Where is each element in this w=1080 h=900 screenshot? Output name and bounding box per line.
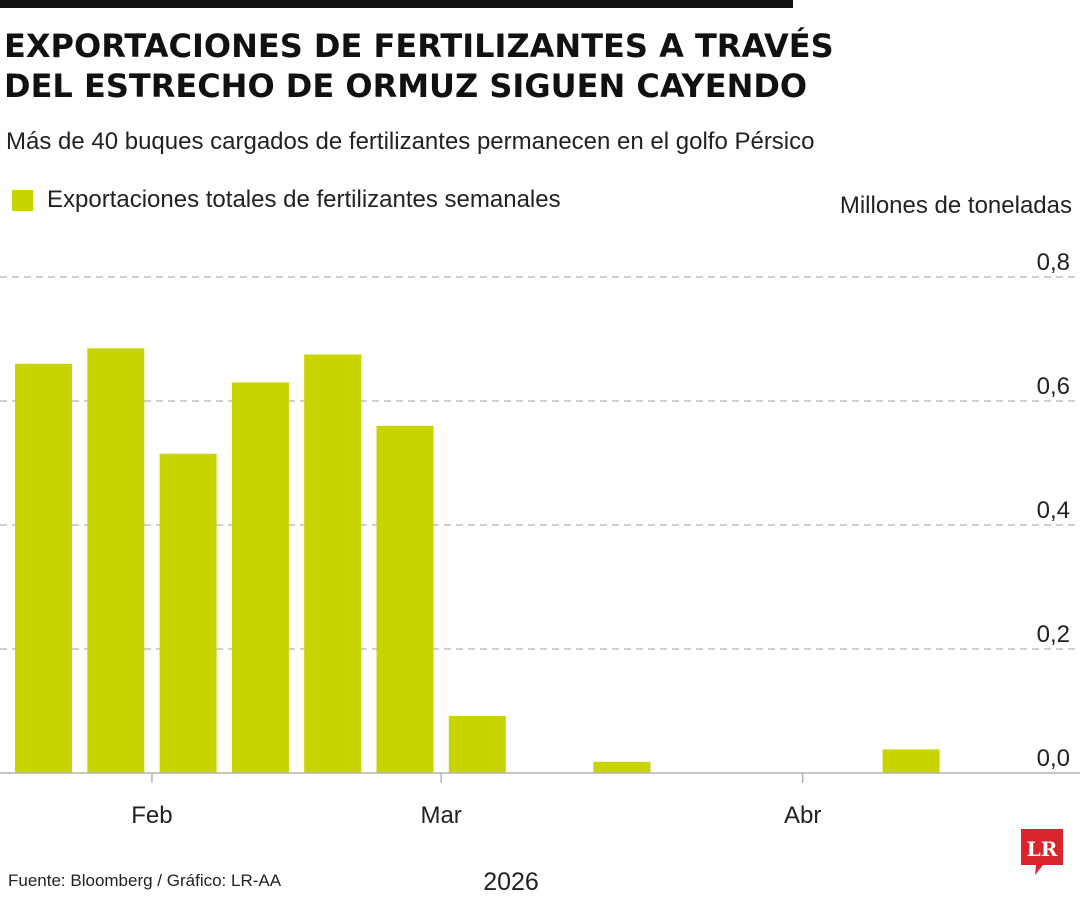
bars [15,348,940,773]
bar [304,354,362,773]
y-tick-label: 0,6 [1037,373,1070,400]
x-axis-year-label: 2026 [483,868,539,896]
legend-label: Exportaciones totales de fertilizantes s… [47,186,561,213]
y-axis-tick-labels: 0,0 0,2 0,4 0,6 0,8 [1037,249,1070,772]
x-axis [0,772,1080,783]
y-tick-label: 0,0 [1037,745,1070,772]
y-tick-label: 0,8 [1037,249,1070,276]
x-axis-tick-labels: Feb Mar Abr [131,802,821,829]
x-tick-label: Abr [784,802,821,829]
source-note: Fuente: Bloomberg / Gráfico: LR-AA [8,871,282,890]
bar [376,425,434,773]
bar [593,761,651,773]
bar [87,348,145,773]
top-rule [0,0,793,8]
chart-title: EXPORTACIONES DE FERTILIZANTES A TRAVÉS … [4,26,1064,106]
y-tick-label: 0,4 [1037,497,1070,524]
chart-subtitle: Más de 40 buques cargados de fertilizant… [6,128,815,155]
legend-swatch [12,189,33,211]
chart-title-line-2: DEL ESTRECHO DE ORMUZ SIGUEN CAYENDO [4,67,808,105]
x-tick-label: Mar [420,802,461,829]
bar [15,363,72,773]
lr-logo: LR [1021,829,1063,875]
chart-title-line-1: EXPORTACIONES DE FERTILIZANTES A TRAVÉS [4,27,834,65]
y-tick-label: 0,2 [1037,621,1070,648]
lr-logo-badge [1021,829,1063,875]
lr-logo-text: LR [1027,837,1058,861]
x-tick-label: Feb [131,802,172,829]
bar [159,453,217,773]
bar [448,716,506,773]
bar [882,749,940,773]
bar [231,382,289,773]
y-axis-unit-label: Millones de toneladas [839,192,1072,219]
legend: Exportaciones totales de fertilizantes s… [12,184,561,216]
